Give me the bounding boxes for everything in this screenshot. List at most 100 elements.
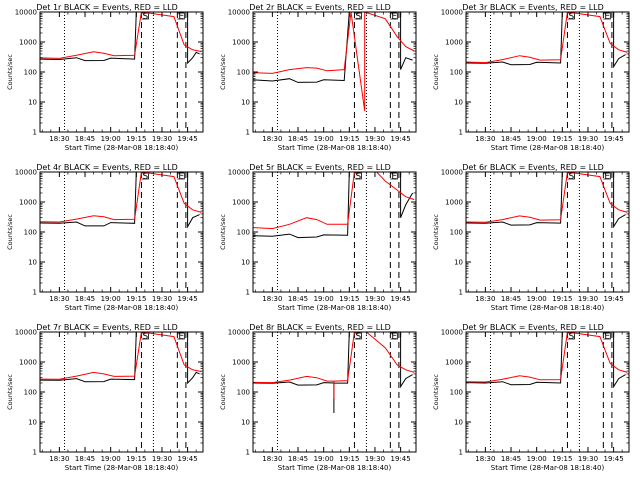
- x-tick-label: 19:00: [527, 295, 547, 303]
- x-tick-label: 19:45: [391, 455, 411, 463]
- x-tick-label: 19:45: [178, 295, 198, 303]
- x-tick-label: 19:30: [365, 135, 385, 143]
- y-tick-label: 10000: [228, 329, 250, 337]
- x-tick-label: 18:30: [475, 455, 495, 463]
- x-tick-label: 19:15: [552, 135, 572, 143]
- y-tick-label: 1000: [19, 39, 37, 47]
- lld-series-line: [40, 12, 202, 59]
- flag-label: E: [178, 12, 184, 22]
- flag-label: S: [568, 172, 574, 182]
- y-axis-label: Counts/sec: [432, 54, 440, 90]
- y-tick-label: 1000: [445, 39, 463, 47]
- y-tick-label: 10000: [441, 169, 463, 177]
- x-tick-label: 19:15: [126, 135, 146, 143]
- y-axis-label: Counts/sec: [219, 374, 227, 410]
- x-tick-label: 19:00: [314, 135, 334, 143]
- events-series-line: [466, 172, 626, 229]
- panel-title: Det 4r BLACK = Events, RED = LLD: [36, 163, 178, 172]
- y-tick-label: 10: [241, 259, 250, 267]
- y-tick-label: 1000: [19, 359, 37, 367]
- x-tick-label: 18:45: [501, 135, 521, 143]
- x-axis-label: Start Time (28-Mar-08 18:18:40): [491, 464, 605, 472]
- x-tick-label: 19:00: [314, 295, 334, 303]
- flag-box: [603, 172, 611, 180]
- x-axis-label: Start Time (28-Mar-08 18:18:40): [278, 304, 392, 312]
- series-group: [40, 12, 202, 65]
- y-tick-label: 10: [454, 99, 463, 107]
- x-tick-label: 19:15: [126, 455, 146, 463]
- x-tick-label: 19:30: [578, 295, 598, 303]
- x-tick-label: 19:45: [391, 295, 411, 303]
- x-axis-label: Start Time (28-Mar-08 18:18:40): [278, 144, 392, 152]
- series-group: [253, 172, 415, 239]
- y-tick-label: 10000: [15, 9, 37, 17]
- series-group: [253, 332, 415, 413]
- x-tick-label: 19:30: [365, 295, 385, 303]
- x-axis-label: Start Time (28-Mar-08 18:18:40): [491, 304, 605, 312]
- y-tick-label: 1000: [232, 39, 250, 47]
- x-axis-label: Start Time (28-Mar-08 18:18:40): [491, 144, 605, 152]
- series-group: [466, 12, 628, 69]
- x-tick-label: 19:45: [604, 135, 624, 143]
- x-tick-label: 18:45: [75, 295, 95, 303]
- y-tick-label: 100: [24, 389, 37, 397]
- y-tick-label: 10000: [441, 9, 463, 17]
- events-series-line: [253, 332, 413, 413]
- y-axis-label: Counts/sec: [432, 374, 440, 410]
- x-tick-label: 18:45: [501, 455, 521, 463]
- y-tick-label: 1: [33, 449, 37, 457]
- x-tick-label: 18:30: [475, 135, 495, 143]
- series-group: [466, 332, 628, 389]
- flag-label: S: [142, 12, 148, 22]
- y-tick-label: 100: [450, 389, 463, 397]
- x-tick-label: 19:15: [339, 135, 359, 143]
- x-tick-label: 18:45: [288, 295, 308, 303]
- x-tick-label: 19:45: [391, 135, 411, 143]
- flag-label: E: [604, 172, 610, 182]
- x-tick-label: 18:45: [501, 295, 521, 303]
- flag-label: E: [391, 172, 397, 182]
- lld-series-line: [466, 12, 628, 64]
- flag-label: E: [391, 332, 397, 342]
- flag-label: E: [178, 172, 184, 182]
- x-tick-label: 19:30: [578, 135, 598, 143]
- x-tick-label: 18:30: [475, 295, 495, 303]
- events-series-line: [40, 332, 200, 385]
- series-group: [253, 12, 415, 112]
- y-tick-label: 1: [459, 129, 463, 137]
- x-tick-label: 18:45: [288, 455, 308, 463]
- y-tick-label: 10: [28, 99, 37, 107]
- panel-title: Det 9r BLACK = Events, RED = LLD: [462, 323, 604, 332]
- y-axis-label: Counts/sec: [219, 54, 227, 90]
- y-axis-label: Counts/sec: [432, 214, 440, 250]
- x-axis-label: Start Time (28-Mar-08 18:18:40): [278, 464, 392, 472]
- x-tick-label: 19:15: [339, 455, 359, 463]
- flag-box: [603, 12, 611, 20]
- x-tick-label: 19:15: [552, 295, 572, 303]
- x-tick-label: 19:00: [101, 135, 121, 143]
- events-series-line: [253, 172, 414, 239]
- series-group: [40, 172, 202, 229]
- flag-box: [390, 172, 398, 180]
- x-tick-label: 19:30: [365, 455, 385, 463]
- x-tick-label: 19:45: [178, 455, 198, 463]
- lld-series-line: [40, 332, 202, 380]
- x-tick-label: 19:15: [126, 295, 146, 303]
- x-tick-label: 19:00: [101, 295, 121, 303]
- flag-label: S: [142, 172, 148, 182]
- x-tick-label: 18:30: [49, 455, 69, 463]
- x-tick-label: 18:45: [75, 455, 95, 463]
- y-axis-label: Counts/sec: [6, 214, 14, 250]
- x-tick-label: 19:45: [178, 135, 198, 143]
- y-tick-label: 1000: [232, 199, 250, 207]
- y-tick-label: 10: [28, 419, 37, 427]
- y-tick-label: 1000: [232, 359, 250, 367]
- y-tick-label: 1: [33, 129, 37, 137]
- flag-box: [603, 332, 611, 340]
- y-tick-label: 10: [28, 259, 37, 267]
